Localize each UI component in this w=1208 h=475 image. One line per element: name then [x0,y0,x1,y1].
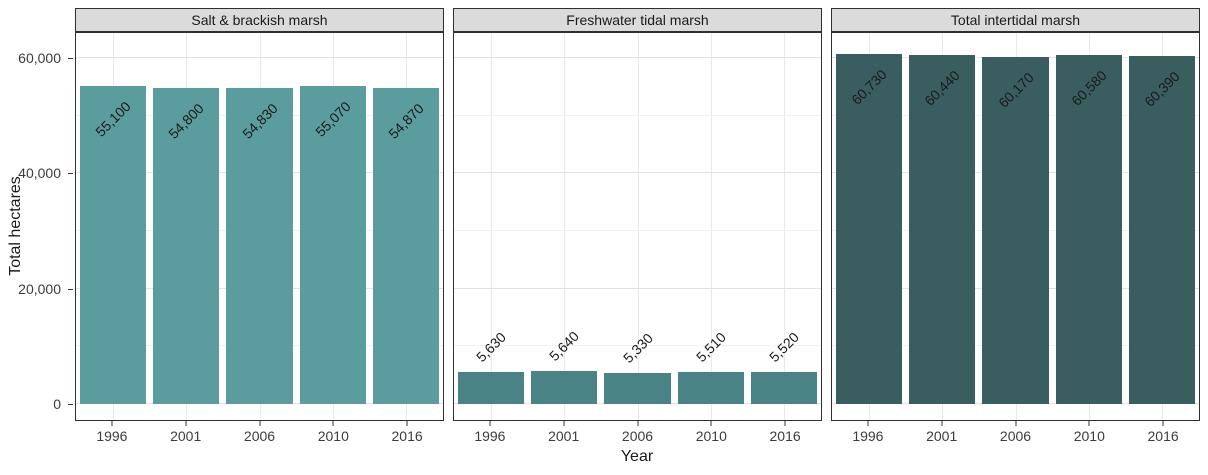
x-tick-label: 2001 [548,428,580,444]
horizontal-gridline-minor [454,345,821,347]
x-tick-mark [710,421,712,426]
x-tick-mark [185,421,187,426]
x-axis: 1996 2001 2006 2010 2016 [453,421,822,451]
x-tick-label: 1996 [96,428,128,444]
x-axis: 1996 2001 2006 2010 2016 [831,421,1200,451]
bar [982,57,1049,404]
facet-panel: Total intertidal marsh 60,730 60,440 60,170… [831,8,1200,451]
y-tick-mark [68,404,73,405]
x-tick-label: 2010 [695,428,727,444]
facet-strip: Total intertidal marsh [831,8,1200,32]
vertical-gridline [564,33,566,420]
x-tick-label: 2001 [170,428,202,444]
bar [604,373,671,404]
horizontal-gridline-major [454,287,821,289]
y-tick-label: 20,000 [18,280,61,297]
y-tick-mark [68,173,73,175]
x-tick-mark [784,421,786,426]
bar [79,86,146,404]
x-tick-mark [1015,421,1016,426]
facet-panel: Freshwater tidal marsh 5,630 5,640 5,330 5,5… [453,8,822,451]
facet-panel: Salt & brackish marsh 55,100 54,800 54,830 5… [75,8,444,451]
bar [909,55,976,404]
bar [1129,55,1196,404]
bar [299,86,366,404]
y-tick-mark [68,288,73,290]
bar [751,372,818,404]
bar [531,371,598,404]
y-tick-mark [68,58,73,59]
bar [373,87,440,404]
bar [1055,54,1122,404]
x-tick-label: 2001 [926,428,958,444]
vertical-gridline [637,33,639,420]
y-tick-label: 40,000 [18,165,61,182]
vertical-gridline [784,33,786,420]
x-tick-mark [489,421,491,426]
x-tick-label: 2010 [317,428,349,444]
panel-plot-area: 5,630 5,640 5,330 5,510 5,520 [453,32,822,421]
x-tick-label: 1996 [474,428,506,444]
x-tick-mark [563,421,565,426]
y-tick-label: 0 [53,396,61,412]
x-tick-label: 2006 [243,428,276,444]
facet-panels: Salt & brackish marsh 55,100 54,800 54,830 5… [75,8,1200,451]
x-tick-label: 2016 [769,428,801,444]
x-tick-mark [332,421,334,426]
x-axis-title: Year [620,448,654,465]
horizontal-gridline-major [454,172,821,174]
x-tick-label: 2006 [999,428,1032,444]
facet-strip: Salt & brackish marsh [75,8,444,32]
facet-strip: Freshwater tidal marsh [453,8,822,32]
bar [226,87,293,404]
panel-plot-area: 60,730 60,440 60,170 60,580 60,390 [831,32,1200,421]
x-tick-mark [637,421,638,426]
facet-strip-title: Total intertidal marsh [950,12,1081,28]
x-tick-label: 1996 [852,428,884,444]
horizontal-gridline-minor [454,230,821,231]
x-tick-label: 2006 [621,428,654,444]
panel-plot-area: 55,100 54,800 54,830 55,070 54,870 [75,32,444,421]
bar [677,372,744,404]
x-tick-mark [1162,421,1164,426]
x-tick-mark [259,421,260,426]
x-tick-mark [941,421,943,426]
bar [835,53,902,404]
y-axis: 0 20,000 40,000 60,000 [0,33,73,420]
x-tick-mark [867,421,869,426]
bar [153,88,220,404]
vertical-gridline [710,33,712,420]
facet-strip-title: Salt & brackish marsh [191,12,328,28]
x-tick-mark [111,421,113,426]
x-axis: 1996 2001 2006 2010 2016 [75,421,444,451]
horizontal-gridline-major [76,57,443,58]
facet-strip-title: Freshwater tidal marsh [566,12,709,28]
x-tick-label: 2016 [391,428,423,444]
horizontal-gridline-major [454,57,821,58]
y-tick-label: 60,000 [18,50,61,66]
vertical-gridline [490,33,492,420]
x-tick-label: 2016 [1147,428,1179,444]
bar [457,371,524,404]
x-tick-mark [1088,421,1090,426]
horizontal-gridline-minor [454,114,821,116]
x-tick-mark [406,421,408,426]
x-tick-label: 2010 [1073,428,1105,444]
